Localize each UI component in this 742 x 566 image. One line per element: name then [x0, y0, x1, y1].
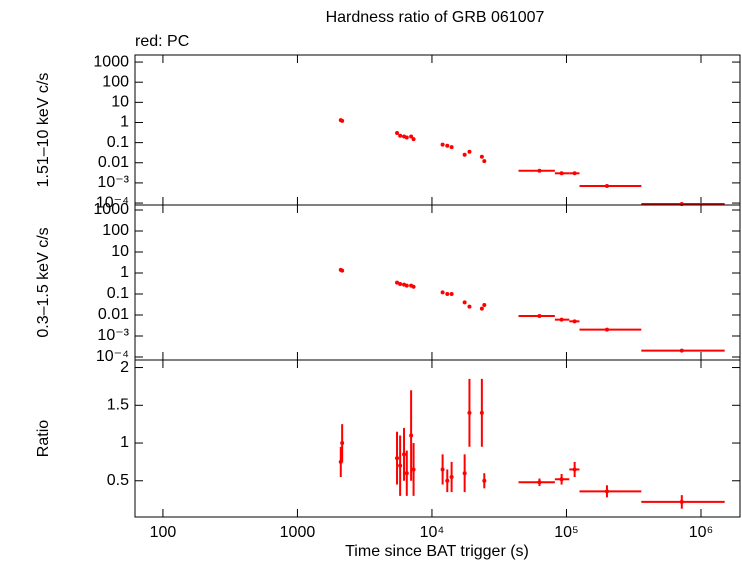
data-point	[440, 142, 445, 147]
data-point	[449, 474, 454, 479]
y-tick-label: 10	[111, 243, 129, 260]
data-point	[411, 467, 416, 472]
data-point	[395, 131, 400, 136]
y-tick-label: 10⁻³	[97, 174, 129, 191]
data-point	[404, 283, 409, 288]
data-point	[411, 137, 416, 142]
y-tick-label: 1000	[93, 53, 129, 70]
data-point	[445, 478, 450, 483]
x-tick-label: 100	[150, 524, 177, 541]
data-point	[482, 159, 487, 164]
data-point	[679, 499, 684, 504]
data-point	[409, 433, 414, 438]
data-point	[604, 184, 609, 189]
y-tick-label: 1	[120, 114, 129, 131]
y-tick-label: 1.5	[107, 397, 129, 414]
y-tick-label: 1	[120, 264, 129, 281]
y-tick-label: 10⁻⁴	[96, 194, 129, 211]
data-point	[449, 292, 454, 297]
y-tick-label: 10⁻⁴	[96, 348, 129, 365]
y-tick-label: 0.1	[107, 285, 129, 302]
x-tick-label: 10⁵	[554, 524, 578, 541]
x-tick-label: 10⁴	[420, 524, 445, 541]
data-point	[679, 348, 684, 353]
y-axis-label: Ratio	[35, 420, 52, 457]
y-tick-label: 1	[120, 434, 129, 451]
data-point	[340, 268, 345, 273]
y-tick-label: 10⁻³	[97, 327, 129, 344]
data-point	[537, 313, 542, 318]
data-point	[445, 143, 450, 148]
data-point	[404, 471, 409, 476]
data-point	[395, 280, 400, 285]
data-point	[467, 410, 472, 415]
data-point	[445, 292, 450, 297]
plot-frame	[134, 204, 741, 361]
y-tick-label: 2	[120, 359, 129, 376]
data-point	[404, 135, 409, 140]
y-tick-label: 10	[111, 94, 129, 111]
plot-frame	[134, 54, 741, 206]
data-point	[537, 480, 542, 485]
data-point	[479, 154, 484, 159]
data-point	[572, 171, 577, 176]
data-point	[479, 410, 484, 415]
data-point	[572, 467, 577, 472]
data-point	[402, 452, 407, 457]
data-point	[537, 168, 542, 173]
data-point	[604, 489, 609, 494]
x-tick-label: 10⁶	[689, 524, 713, 541]
data-point	[604, 327, 609, 332]
data-point	[482, 478, 487, 483]
data-point	[398, 281, 403, 286]
data-point	[395, 456, 400, 461]
y-axis-label: 1.51–10 keV c/s	[35, 73, 52, 188]
data-point	[440, 290, 445, 295]
x-axis-label: Time since BAT trigger (s)	[345, 543, 529, 560]
data-point	[398, 133, 403, 138]
data-point	[482, 302, 487, 307]
data-point	[449, 145, 454, 150]
data-point	[467, 304, 472, 309]
data-point	[462, 471, 467, 476]
data-point	[559, 317, 564, 322]
data-point	[572, 319, 577, 324]
y-tick-label: 0.5	[107, 472, 129, 489]
data-point	[559, 477, 564, 482]
annotation: red: PC	[135, 33, 189, 50]
y-tick-label: 100	[102, 222, 129, 239]
y-tick-label: 0.1	[107, 134, 129, 151]
data-point	[440, 467, 445, 472]
y-tick-label: 0.01	[98, 154, 129, 171]
data-point	[462, 152, 467, 157]
plot-frame	[134, 359, 741, 518]
y-tick-label: 1000	[93, 201, 129, 218]
data-point	[559, 171, 564, 176]
data-point	[409, 134, 414, 139]
data-point	[479, 306, 484, 311]
y-tick-label: 0.01	[98, 306, 129, 323]
data-point	[340, 118, 345, 123]
chart-title: Hardness ratio of GRB 061007	[326, 9, 545, 26]
data-point	[467, 149, 472, 154]
data-point	[398, 463, 403, 468]
x-tick-label: 1000	[280, 524, 316, 541]
data-point	[411, 284, 416, 289]
data-point	[340, 441, 345, 446]
y-axis-label: 0.3–1.5 keV c/s	[35, 227, 52, 337]
data-point	[462, 300, 467, 305]
y-tick-label: 100	[102, 73, 129, 90]
